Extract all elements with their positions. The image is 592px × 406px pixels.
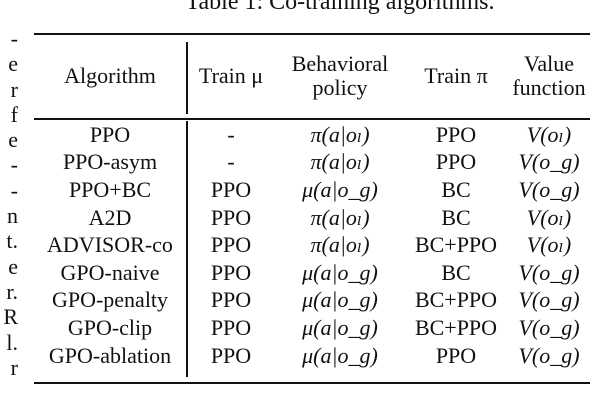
table-row: GPO-clip PPO μ(a|o_g) BC+PPO V(o_g) [34,314,590,342]
header-behavioral-policy: Behavioral policy [291,51,389,100]
cell-algorithm: GPO-clip [67,314,153,340]
header-value-function: Value function [512,51,586,100]
cell-train-mu: PPO [210,342,252,368]
cell-train-pi: BC+PPO [414,232,498,258]
cell-value-function: V(o_g) [518,342,580,368]
cell-value-function: V(oₗ) [526,232,572,258]
cell-train-mu: PPO [210,259,252,285]
cell-value-function: V(o_g) [518,287,580,313]
cell-value-function: V(o_g) [518,314,580,340]
cell-value-function: V(o_g) [518,176,580,202]
table-row: PPO-asym - π(a|oₗ) PPO V(o_g) [34,149,590,177]
caption-text: Table 1: Co-training algorithms. [185,0,495,15]
header-row: Algorithm Train μ Behavioral policy Trai… [34,36,590,116]
cell-behavioral-policy: μ(a|o_g) [302,176,378,202]
cell-value-function: V(o_g) [518,259,580,285]
text-fragment: l. [6,329,18,355]
text-fragment: - [10,152,18,178]
text-fragment: e [8,51,18,77]
text-fragment: n [7,203,18,229]
cell-value-function: V(o_g) [518,149,580,175]
cell-behavioral-policy: μ(a|o_g) [302,287,378,313]
cell-value-function: V(oₗ) [526,121,572,147]
cell-algorithm: ADVISOR-co [47,232,173,258]
cell-train-mu: - [227,149,235,175]
table-body: PPO - π(a|oₗ) PPO V(oₗ) PPO-asym - π(a|oₗ) PPO V(… [34,121,590,369]
text-fragment: e [8,253,18,279]
cell-train-pi: BC [441,176,471,202]
cell-value-function: V(oₗ) [526,204,572,230]
cell-algorithm: PPO-asym [62,149,158,175]
header-train-pi: Train π [424,63,488,88]
table-row: A2D PPO π(a|oₗ) BC V(oₗ) [34,204,590,232]
cell-behavioral-policy: μ(a|o_g) [302,259,378,285]
text-fragment: - [10,177,18,203]
cell-train-pi: PPO [435,121,477,147]
cell-train-mu: - [227,121,235,147]
cell-train-pi: BC [441,204,471,230]
co-training-table: Algorithm Train μ Behavioral policy Trai… [34,36,590,369]
cell-train-mu: PPO [210,232,252,258]
table-row: PPO+BC PPO μ(a|o_g) BC V(o_g) [34,176,590,204]
cell-train-pi: BC+PPO [414,314,498,340]
table-caption: Table 1: Co-training algorithms. [0,0,592,16]
cell-algorithm: PPO [89,121,131,147]
cell-behavioral-policy: π(a|oₗ) [310,204,370,230]
table-row: ADVISOR-co PPO π(a|oₗ) BC+PPO V(oₗ) [34,231,590,259]
cell-behavioral-policy: π(a|oₗ) [310,121,370,147]
cell-algorithm: GPO-ablation [48,342,172,368]
table-row: GPO-naive PPO μ(a|o_g) BC V(o_g) [34,259,590,287]
cell-algorithm: A2D [88,204,132,230]
table-row: PPO - π(a|oₗ) PPO V(oₗ) [34,121,590,149]
cell-behavioral-policy: π(a|oₗ) [310,149,370,175]
cell-behavioral-policy: μ(a|o_g) [302,342,378,368]
cell-train-mu: PPO [210,204,252,230]
text-fragment: - [10,26,18,51]
left-column-text-fragments: - e r f e - - n t. e r. R l. r [0,26,18,380]
header-algorithm: Algorithm [64,63,156,88]
cell-train-pi: BC [441,259,471,285]
cell-train-pi: PPO [435,342,477,368]
table-header: Algorithm Train μ Behavioral policy Trai… [34,36,590,121]
cell-train-pi: PPO [435,149,477,175]
text-fragment: R [3,304,18,330]
header-column-divider [186,42,188,114]
body-column-divider [186,121,188,377]
cell-train-pi: BC+PPO [414,287,498,313]
text-fragment: t. [6,228,18,254]
cell-algorithm: GPO-penalty [51,287,169,313]
cell-behavioral-policy: μ(a|o_g) [302,314,378,340]
text-fragment: f [10,101,18,127]
table-header-rule [34,118,590,120]
cell-train-mu: PPO [210,287,252,313]
table-top-rule [34,33,590,35]
cell-train-mu: PPO [210,314,252,340]
header-train-mu: Train μ [198,63,264,88]
cell-behavioral-policy: π(a|oₗ) [310,232,370,258]
table-row: GPO-ablation PPO μ(a|o_g) PPO V(o_g) [34,342,590,370]
table-bottom-rule [34,382,590,384]
cell-algorithm: PPO+BC [68,176,152,202]
text-fragment: r [10,354,18,380]
text-fragment: r [10,76,18,102]
text-fragment: r. [6,278,18,304]
cell-algorithm: GPO-naive [60,259,160,285]
cell-train-mu: PPO [210,176,252,202]
text-fragment: e [8,127,18,153]
table-row: GPO-penalty PPO μ(a|o_g) BC+PPO V(o_g) [34,287,590,315]
